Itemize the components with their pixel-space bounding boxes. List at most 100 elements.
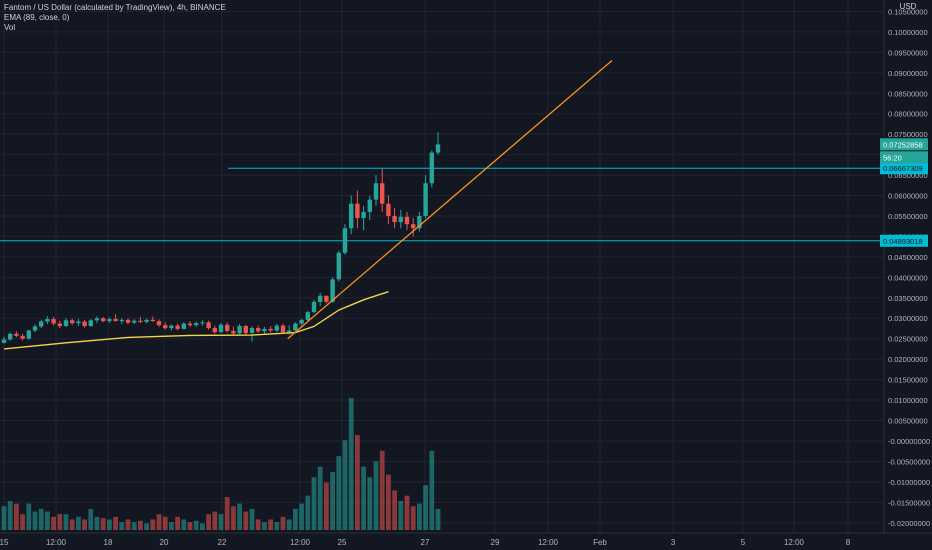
- candlesticks: [1, 132, 441, 344]
- volume-bar: [423, 485, 428, 530]
- candle-body: [249, 328, 255, 333]
- candle-body: [367, 199, 372, 212]
- time-tick-label: 12:00: [538, 538, 559, 547]
- price-tick-label: 0.00500000: [888, 417, 928, 426]
- candle-body: [392, 215, 397, 223]
- candle-body: [169, 325, 174, 329]
- candle-body: [138, 320, 143, 322]
- volume-bar: [311, 477, 317, 530]
- volume-bar: [299, 503, 304, 530]
- price-tick-label: 0.03500000: [888, 294, 928, 303]
- volume-bar: [361, 466, 366, 530]
- volume-bar: [410, 506, 416, 530]
- volume-bar: [373, 461, 379, 530]
- ema-path: [3, 290, 389, 350]
- volume-bar: [355, 434, 360, 530]
- price-tick-label: 0.01000000: [888, 396, 928, 405]
- volume-bar: [175, 516, 180, 530]
- price-tick-label: 0.04000000: [888, 273, 928, 282]
- volume-bar: [88, 508, 94, 530]
- time-tick-label: 22: [218, 538, 227, 547]
- volume-bar: [144, 523, 149, 530]
- volume-bar: [7, 500, 13, 530]
- candle-body: [411, 224, 416, 229]
- volume-bar: [237, 503, 242, 530]
- volume-bar: [125, 519, 131, 530]
- volume-bar: [398, 500, 404, 530]
- price-tick-label: 0.04500000: [888, 253, 928, 262]
- candle-body: [8, 333, 13, 340]
- hline-upper-tag-bg: [880, 162, 928, 175]
- price-tick-label: 0.06000000: [888, 192, 928, 201]
- time-tick-label: Feb: [593, 538, 607, 547]
- volume-bar: [32, 511, 38, 530]
- currency-label[interactable]: USD: [899, 2, 917, 11]
- candle-body: [324, 295, 329, 302]
- candle-body: [274, 325, 279, 331]
- time-tick-label: 12:00: [784, 538, 805, 547]
- volume-indicator-label[interactable]: Vol: [4, 23, 16, 32]
- price-tick-label: 0.09500000: [888, 48, 928, 57]
- volume-bar: [417, 503, 422, 530]
- candle-body: [386, 203, 391, 216]
- candle-body: [200, 322, 205, 324]
- candle-body: [355, 203, 360, 219]
- volume-bar: [169, 522, 174, 530]
- horizontal-lines[interactable]: [0, 167, 884, 242]
- candle-body: [175, 325, 180, 329]
- candle-body: [268, 328, 273, 331]
- candle-body: [107, 319, 112, 322]
- time-tick-label: 20: [160, 538, 169, 547]
- candle-body: [32, 326, 38, 331]
- candle-body: [51, 319, 56, 324]
- time-tick-label: 18: [104, 538, 113, 547]
- volume-bar: [45, 511, 50, 530]
- time-tick-label: 12:00: [290, 538, 311, 547]
- candle-body: [429, 152, 434, 184]
- price-scale[interactable]: 0.10500000 0.10000000 0.09500000 0.09000000…: [883, 0, 932, 550]
- volume-bar: [330, 471, 335, 530]
- candle-body: [287, 330, 292, 333]
- hline-upper-tag: 0.06667309: [883, 164, 923, 173]
- volume-bar: [150, 519, 156, 530]
- ema-indicator-label[interactable]: EMA (89, close, 0): [4, 13, 70, 22]
- candle-body: [206, 322, 211, 329]
- candle-body: [318, 295, 323, 302]
- symbol-title[interactable]: Fantom / US Dollar (calculated by Tradin…: [4, 3, 226, 12]
- volume-bar: [94, 516, 100, 530]
- volume-bar: [193, 520, 199, 530]
- volume-bar: [200, 523, 205, 530]
- volume-bar: [38, 508, 44, 530]
- time-tick-label: 27: [421, 538, 430, 547]
- price-tick-label: 0.10000000: [888, 28, 928, 37]
- volume-bar: [51, 516, 56, 530]
- candle-body: [39, 321, 44, 327]
- time-axis[interactable]: 15 12:00 18 20 22 12:00 25 27 29 12:00 Feb 3 5 12:00 8: [0, 532, 932, 550]
- ema-line[interactable]: [3, 290, 389, 350]
- candle-body: [280, 325, 286, 333]
- price-tick-label: 0.09000000: [888, 69, 928, 78]
- volume-bar: [107, 519, 112, 530]
- candle-body: [88, 320, 93, 327]
- candle-body: [194, 323, 199, 326]
- candle-body: [342, 228, 348, 253]
- candle-body: [101, 318, 106, 322]
- candle-body: [404, 216, 410, 225]
- candle-body: [181, 323, 186, 329]
- volume-bar: [224, 497, 230, 530]
- candle-body: [45, 319, 50, 322]
- volume-bar: [435, 508, 441, 530]
- trendline[interactable]: [287, 60, 613, 340]
- volume-bar: [181, 519, 187, 530]
- price-tick-label: -0.00500000: [888, 457, 930, 466]
- volume-bar: [187, 522, 193, 530]
- candle-body: [212, 328, 217, 333]
- volume-bar: [404, 495, 410, 530]
- candle-body: [361, 211, 366, 219]
- candle-body: [150, 319, 155, 322]
- volume-bar: [429, 450, 435, 530]
- candle-body: [144, 319, 149, 322]
- candle-body: [293, 323, 298, 331]
- volume-bar: [69, 519, 75, 530]
